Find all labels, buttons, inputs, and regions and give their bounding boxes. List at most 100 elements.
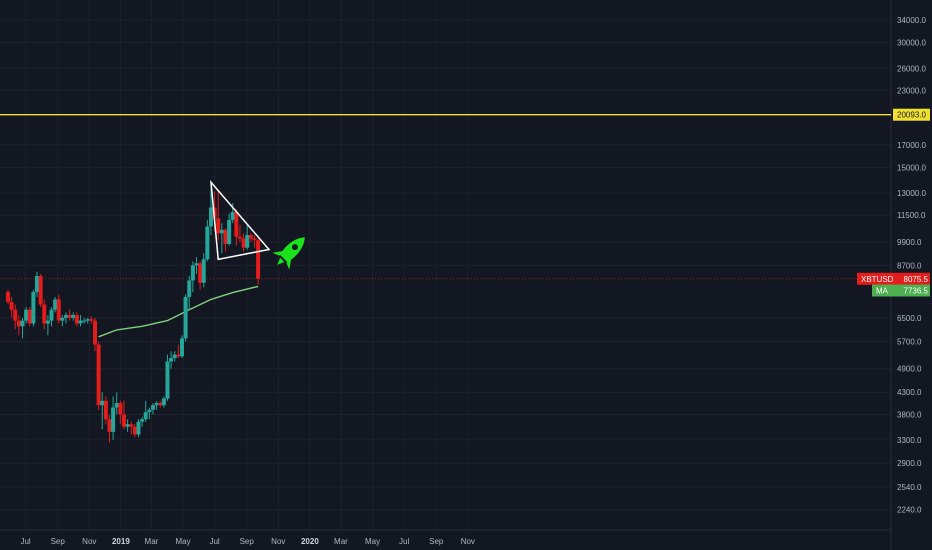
time-tick-label: Nov xyxy=(461,537,475,546)
candle-body xyxy=(38,276,43,305)
horizontal-level-line[interactable]: 20093.0 xyxy=(0,108,930,121)
candle xyxy=(219,223,224,254)
triangle-lines xyxy=(210,180,271,261)
candle xyxy=(38,273,43,308)
candle-body xyxy=(103,400,108,420)
candle-body xyxy=(45,320,50,324)
candle xyxy=(172,351,177,362)
candle-body xyxy=(42,304,47,324)
candle xyxy=(165,354,170,401)
candle xyxy=(114,392,119,415)
candle-body xyxy=(140,419,145,422)
rocket-icon[interactable] xyxy=(269,229,314,274)
candle xyxy=(53,296,58,313)
candle xyxy=(154,400,159,410)
price-tick-label: 2540.0 xyxy=(897,483,922,492)
candle-body xyxy=(190,265,195,281)
price-axis[interactable]: 34000.0 30000.0 26000.0 23000.0 17000.0 15000… xyxy=(897,16,926,515)
time-tick-label: Sep xyxy=(429,537,444,546)
candle xyxy=(241,233,246,252)
candle xyxy=(82,317,87,324)
last-price-tag xyxy=(857,272,930,285)
price-tick-label: 3800.0 xyxy=(897,410,922,419)
candle xyxy=(132,424,137,438)
candle-body xyxy=(89,319,94,321)
candle-body xyxy=(252,238,257,241)
candle xyxy=(245,224,250,250)
candle-body xyxy=(82,320,87,322)
candle xyxy=(201,253,206,288)
price-tick-label: 5700.0 xyxy=(897,337,922,346)
candle-body xyxy=(67,315,72,318)
triangle-drawing[interactable] xyxy=(210,180,271,261)
candle xyxy=(16,315,21,336)
time-tick-label: Jul xyxy=(20,537,30,546)
candle xyxy=(56,294,61,324)
candle xyxy=(143,400,148,422)
price-tick-label: 4300.0 xyxy=(897,388,922,397)
price-tick-label: 13000.0 xyxy=(897,189,926,198)
time-tick-label: May xyxy=(365,537,380,546)
candle-body xyxy=(234,212,239,237)
candle xyxy=(60,315,65,327)
rocket-body xyxy=(280,237,305,263)
candle xyxy=(20,317,25,339)
candle xyxy=(31,289,36,327)
candle xyxy=(140,416,145,427)
price-tick-label: 3300.0 xyxy=(897,436,922,445)
price-tick-label: 6500.0 xyxy=(897,314,922,323)
candle xyxy=(103,396,108,425)
last-price-symbol: XBTUSD xyxy=(861,275,894,284)
candle xyxy=(9,296,14,318)
price-tick-label: 17000.0 xyxy=(897,141,926,150)
candle xyxy=(13,304,18,330)
candle-body xyxy=(132,426,137,435)
candle xyxy=(234,208,239,246)
ma-tag-value: 7736.5 xyxy=(904,286,929,295)
candle-body xyxy=(24,309,29,321)
ma-tag-label: MA xyxy=(876,286,889,295)
time-tick-label: May xyxy=(175,537,190,546)
candle-body xyxy=(6,292,10,302)
candle xyxy=(158,400,163,408)
candle-body xyxy=(96,344,101,406)
candle xyxy=(176,344,181,359)
candle-body xyxy=(187,280,192,297)
candle xyxy=(24,307,29,324)
candle xyxy=(227,213,232,246)
candle xyxy=(248,233,253,243)
candle xyxy=(78,315,83,327)
candle xyxy=(63,312,68,324)
candle-body xyxy=(143,412,148,420)
candle-body xyxy=(165,361,170,399)
candle-body xyxy=(74,315,79,324)
candle-body xyxy=(85,319,90,321)
candle xyxy=(208,182,213,235)
candle xyxy=(92,317,97,352)
candle xyxy=(147,407,152,420)
price-tick-label: 23000.0 xyxy=(897,86,926,95)
candle-body xyxy=(100,400,105,406)
candle-body xyxy=(205,226,210,260)
candle-body xyxy=(34,276,39,293)
candle xyxy=(125,419,130,432)
candle-body xyxy=(147,409,152,413)
time-tick-label: Mar xyxy=(145,537,159,546)
time-tick-label: Nov xyxy=(82,537,96,546)
candle xyxy=(89,316,94,324)
candle-body xyxy=(31,292,36,324)
candle-body xyxy=(71,315,76,318)
candle xyxy=(100,392,105,430)
time-tick-label: Mar xyxy=(334,537,348,546)
rocket-window xyxy=(291,244,298,251)
time-tick-label: 2019 xyxy=(112,537,130,546)
time-axis[interactable]: Jul Sep Nov 2019 Mar May Jul Sep Nov 2020 Mar May Ju… xyxy=(20,537,474,546)
candle-body xyxy=(49,309,54,321)
candle-body xyxy=(198,263,203,283)
candle xyxy=(67,309,72,321)
rocket-fin-right xyxy=(286,257,292,270)
candle-body xyxy=(136,421,141,435)
time-tick-label: Jul xyxy=(209,537,219,546)
candle-body xyxy=(241,238,246,248)
